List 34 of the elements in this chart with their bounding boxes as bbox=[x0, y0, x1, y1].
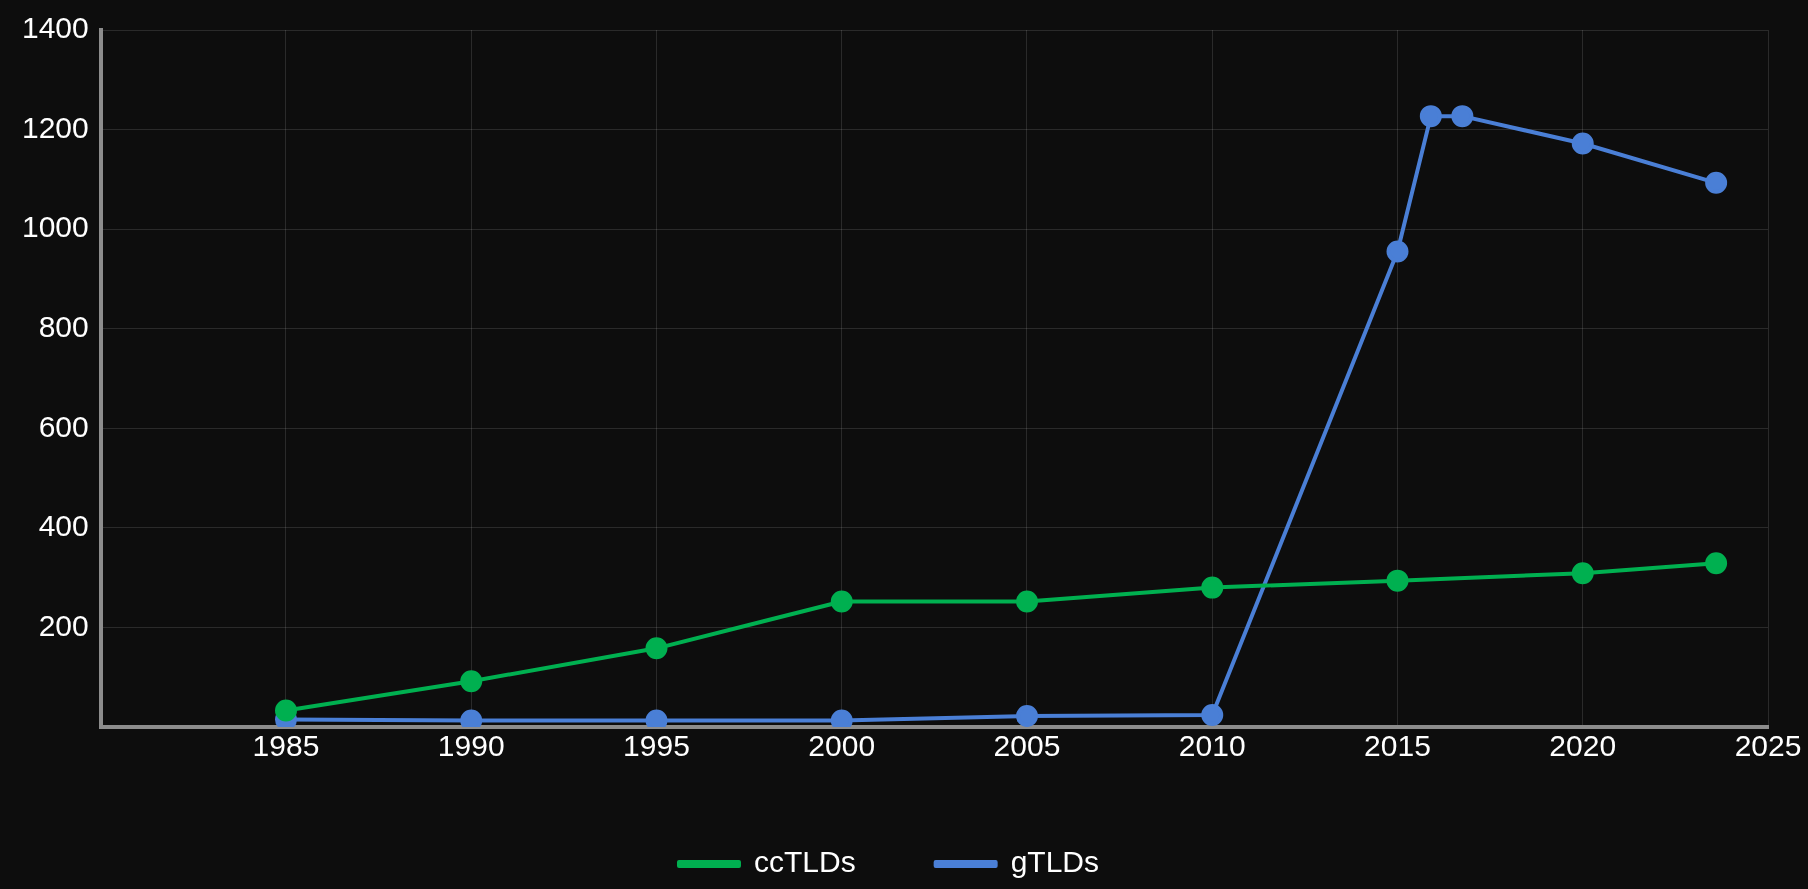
point bbox=[1705, 552, 1728, 575]
point bbox=[1419, 105, 1442, 128]
y-tick-label: 600 bbox=[38, 409, 89, 443]
point bbox=[1015, 705, 1038, 727]
point bbox=[1571, 132, 1594, 155]
x-tick-label: 2015 bbox=[1364, 729, 1431, 763]
point bbox=[1451, 105, 1474, 128]
point bbox=[645, 637, 668, 660]
point bbox=[1386, 240, 1409, 263]
point bbox=[274, 699, 297, 722]
legend-label: gTLDs bbox=[1010, 845, 1100, 879]
point bbox=[1201, 704, 1224, 727]
y-tick-label: 1000 bbox=[21, 210, 89, 244]
y-tick-label: 1200 bbox=[21, 110, 89, 144]
point bbox=[1386, 569, 1409, 592]
x-tick-label: 2020 bbox=[1549, 729, 1617, 763]
x-tick-label: 2000 bbox=[808, 729, 876, 763]
y-tick-label: 200 bbox=[38, 608, 89, 642]
x-tick-label: 1985 bbox=[252, 729, 320, 763]
y-tick-label: 400 bbox=[38, 509, 89, 543]
legend-label: ccTLDs bbox=[753, 845, 856, 879]
point bbox=[830, 590, 853, 613]
x-tick-label: 1995 bbox=[623, 729, 690, 763]
y-tick-label: 1400 bbox=[21, 11, 89, 45]
point bbox=[460, 670, 483, 693]
y-tick-label: 800 bbox=[38, 309, 89, 343]
point bbox=[1201, 576, 1224, 599]
point bbox=[1705, 171, 1728, 194]
x-tick-label: 1990 bbox=[437, 729, 505, 763]
point bbox=[1571, 562, 1594, 585]
point bbox=[1015, 590, 1038, 613]
x-tick-label: 2010 bbox=[1178, 729, 1246, 763]
x-tick-label: 2005 bbox=[993, 729, 1061, 763]
x-tick-label: 2025 bbox=[1734, 729, 1802, 763]
